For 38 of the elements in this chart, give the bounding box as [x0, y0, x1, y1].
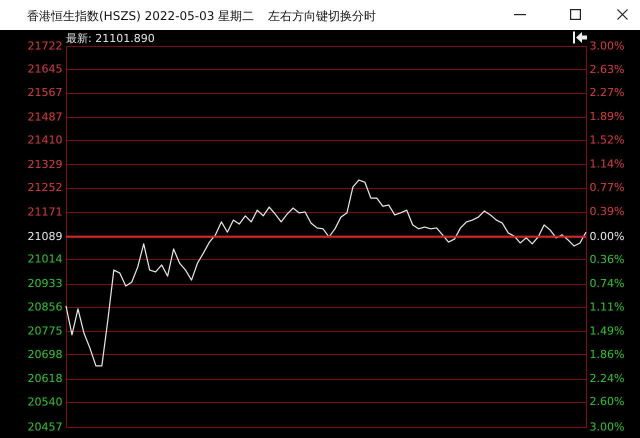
y2-tick-label: 0.39% — [590, 205, 624, 218]
y2-tick-label: 1.11% — [590, 300, 624, 314]
y2-tick-label: 2.60% — [590, 395, 624, 408]
y2-tick-label: 0.36% — [590, 252, 624, 266]
y2-tick-label: 0.74% — [590, 276, 624, 290]
y2-tick-label: 3.00% — [590, 40, 624, 52]
y-tick-label: 21089 — [28, 230, 62, 244]
y2-tick-label: 1.14% — [590, 158, 624, 171]
y-tick-label: 20457 — [28, 420, 62, 434]
y-tick-label: 21014 — [28, 252, 62, 266]
y-tick-label: 21252 — [28, 181, 62, 194]
y2-tick-label: 1.89% — [590, 110, 624, 123]
y2-tick-label: 1.86% — [590, 348, 624, 362]
text: 最新: 21101.890 — [66, 31, 155, 46]
y2-tick-label: 2.63% — [590, 62, 624, 76]
y-tick-label: 21722 — [28, 40, 62, 52]
y2-tick-label: 2.27% — [590, 86, 624, 99]
chart-title: 香港恒生指数(HSZS) 2022-05-03 星期二 — [27, 8, 254, 25]
y-tick-label: 20856 — [28, 300, 62, 314]
y-tick-label: 21410 — [28, 133, 62, 146]
y-tick-label: 20540 — [28, 396, 62, 408]
line-series — [65, 179, 587, 366]
y-tick-label: 20933 — [28, 277, 62, 290]
y-tick-label: 20618 — [28, 372, 62, 386]
y-tick-label: 21487 — [28, 110, 62, 124]
y-tick-label: 21329 — [28, 158, 62, 171]
y-tick-label: 21171 — [28, 205, 62, 218]
y2-tick-label: 1.52% — [590, 133, 624, 146]
y2-tick-label: 0.00% — [590, 230, 624, 243]
y-tick-label: 21645 — [28, 62, 62, 76]
y-tick-label: 20698 — [28, 348, 62, 361]
y-tick-label: 20775 — [28, 324, 62, 338]
y2-tick-label: 1.49% — [590, 324, 624, 338]
y2-tick-label: 0.77% — [590, 181, 624, 194]
y-tick-label: 21567 — [28, 86, 62, 100]
y2-tick-label: 3.00% — [590, 420, 624, 434]
y2-tick-label: 2.24% — [590, 372, 624, 386]
chart-subtitle: 左右方向键切换分时 — [268, 8, 376, 25]
